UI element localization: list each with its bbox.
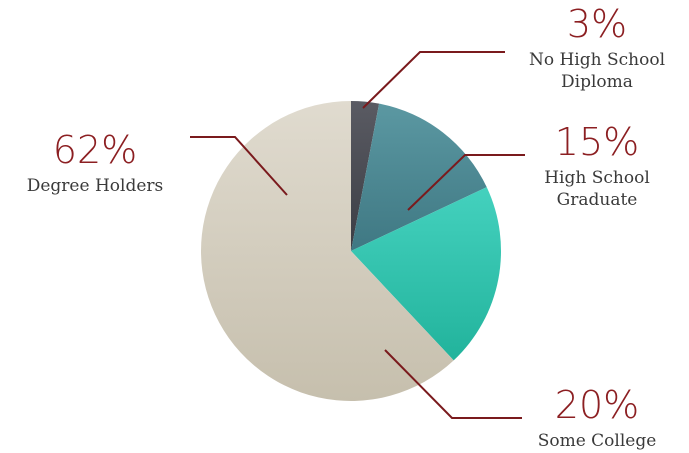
category-label-high-school-graduate: Graduate (557, 190, 638, 210)
leader-lines (190, 51, 525, 419)
percent-label-some-college: 20% (555, 383, 639, 427)
percent-label-high-school-graduate: 15% (555, 120, 639, 164)
category-label-some-college: Some College (538, 431, 657, 451)
leader-line-no-high-school-diploma (362, 51, 505, 109)
pie-slice-no-high-school-diploma (351, 101, 380, 251)
pie-slice-high-school-graduate (351, 103, 487, 251)
percent-label-degree-holders: 62% (53, 128, 137, 172)
leader-line-degree-holders (190, 136, 288, 196)
category-label-high-school-graduate: High School (544, 168, 650, 188)
pie-slice-some-college (351, 187, 501, 361)
percent-label-no-high-school-diploma: 3% (567, 2, 627, 46)
pie-slice-degree-holders (201, 101, 454, 401)
leader-line-some-college (384, 349, 522, 419)
leader-line-high-school-graduate (407, 154, 525, 211)
category-label-degree-holders: Degree Holders (27, 176, 164, 196)
pie-slices (201, 101, 501, 401)
category-label-no-high-school-diploma: No High School (529, 50, 665, 70)
category-label-no-high-school-diploma: Diploma (561, 72, 633, 92)
